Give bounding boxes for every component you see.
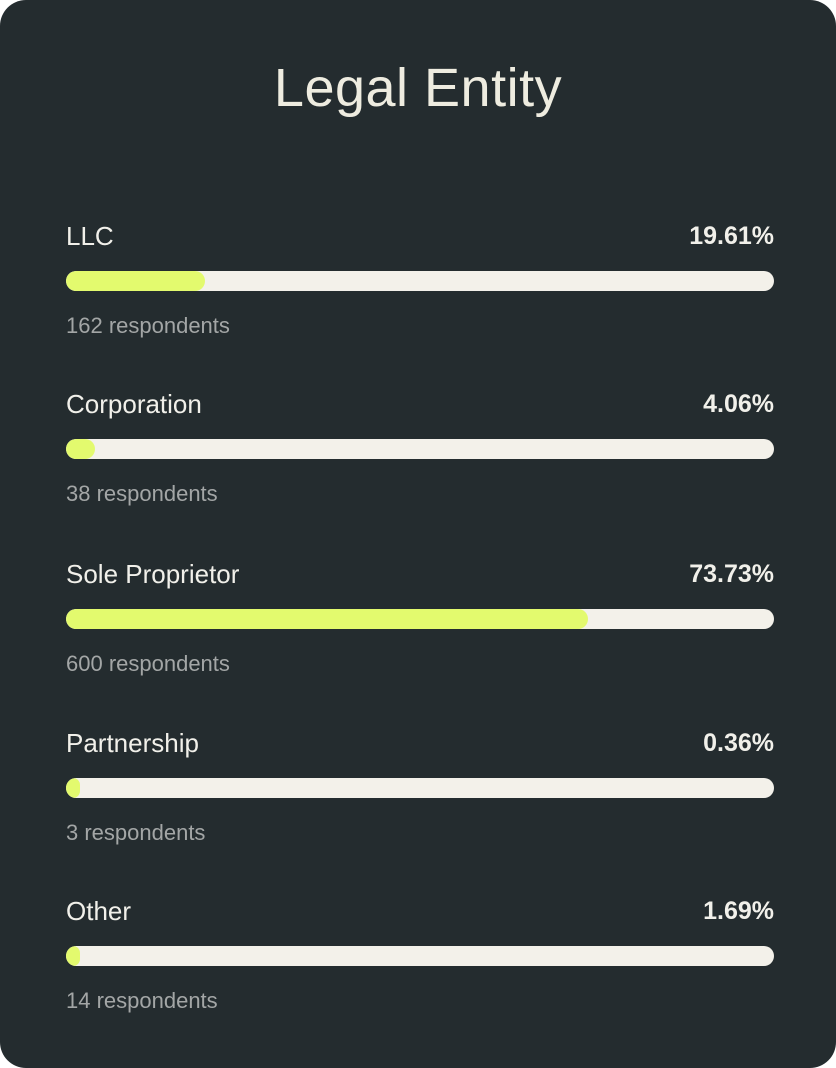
respondents-count: 38 respondents bbox=[66, 481, 218, 506]
progress-fill bbox=[66, 271, 205, 291]
respondents-count: 14 respondents bbox=[66, 988, 218, 1013]
progress-track bbox=[66, 778, 774, 798]
progress-track bbox=[66, 609, 774, 629]
respondents-count: 162 respondents bbox=[66, 313, 230, 338]
entity-row-other: Other 1.69% 14 respondents bbox=[66, 895, 774, 1013]
entity-label: Corporation bbox=[66, 389, 202, 419]
respondents-count: 600 respondents bbox=[66, 651, 230, 676]
entity-row-corporation: Corporation 4.06% 38 respondents bbox=[66, 388, 774, 506]
entity-percent: 4.06% bbox=[703, 390, 774, 418]
progress-fill bbox=[66, 609, 588, 629]
entity-percent: 1.69% bbox=[703, 897, 774, 925]
entity-percent: 0.36% bbox=[703, 729, 774, 757]
entity-row-llc: LLC 19.61% 162 respondents bbox=[66, 220, 774, 338]
entity-row-sole-proprietor: Sole Proprietor 73.73% 600 respondents bbox=[66, 558, 774, 676]
entity-label: Other bbox=[66, 896, 132, 926]
entity-percent: 73.73% bbox=[689, 560, 774, 588]
entity-row-partnership: Partnership 0.36% 3 respondents bbox=[66, 727, 774, 845]
progress-fill bbox=[66, 439, 95, 459]
entity-label: Partnership bbox=[66, 728, 199, 758]
entity-label: Sole Proprietor bbox=[66, 559, 240, 589]
progress-fill bbox=[66, 946, 80, 966]
progress-fill bbox=[66, 778, 80, 798]
progress-track bbox=[66, 271, 774, 291]
entity-label: LLC bbox=[66, 221, 114, 251]
progress-track bbox=[66, 946, 774, 966]
progress-track bbox=[66, 439, 774, 459]
respondents-count: 3 respondents bbox=[66, 820, 206, 845]
card-title: Legal Entity bbox=[273, 58, 563, 118]
entity-percent: 19.61% bbox=[689, 222, 774, 250]
